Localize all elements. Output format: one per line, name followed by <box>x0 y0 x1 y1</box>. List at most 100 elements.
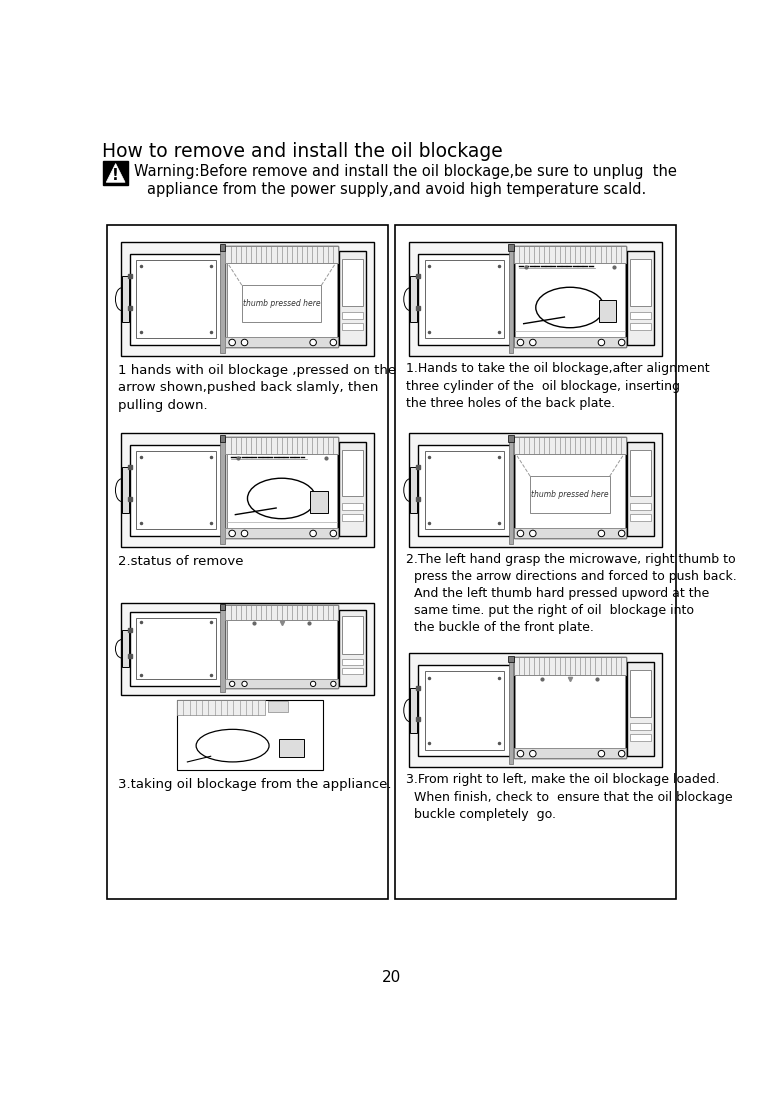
Bar <box>220 605 225 610</box>
Circle shape <box>598 530 604 536</box>
Circle shape <box>618 750 625 757</box>
Bar <box>225 437 338 455</box>
Circle shape <box>618 339 625 346</box>
Bar <box>509 245 513 353</box>
Bar <box>598 300 617 323</box>
Bar <box>310 491 328 513</box>
Bar <box>342 503 363 510</box>
Bar <box>515 455 625 528</box>
Bar <box>220 244 225 251</box>
Bar <box>410 467 417 513</box>
Bar <box>342 616 363 654</box>
Bar <box>530 476 610 513</box>
Text: !: ! <box>112 168 119 183</box>
Bar <box>225 245 338 347</box>
Text: 2.status of remove: 2.status of remove <box>118 554 244 568</box>
Circle shape <box>598 750 604 757</box>
Bar <box>121 277 129 321</box>
Bar <box>630 324 651 329</box>
Polygon shape <box>106 164 125 183</box>
Bar <box>130 612 222 685</box>
Bar <box>627 251 654 345</box>
Bar <box>280 738 304 757</box>
Circle shape <box>529 530 536 536</box>
Text: 3.taking oil blockage from the appliance.: 3.taking oil blockage from the appliance… <box>118 778 391 791</box>
Bar <box>513 748 626 758</box>
Bar <box>513 245 626 263</box>
Bar <box>225 605 338 619</box>
Text: 1 hands with oil blockage ,pressed on the
arrow shown,pushed back slamly, then
p: 1 hands with oil blockage ,pressed on th… <box>118 364 396 412</box>
Bar <box>136 451 215 530</box>
Text: 20: 20 <box>382 970 401 986</box>
Bar <box>508 655 513 663</box>
Bar <box>103 160 128 185</box>
Bar <box>509 656 513 764</box>
Bar <box>630 670 651 717</box>
Bar <box>225 605 338 688</box>
Bar <box>227 619 337 680</box>
Circle shape <box>529 339 536 346</box>
Circle shape <box>517 750 524 757</box>
Bar <box>410 277 417 321</box>
Circle shape <box>310 339 316 346</box>
Circle shape <box>241 530 248 536</box>
Circle shape <box>331 681 336 687</box>
Circle shape <box>229 681 235 687</box>
Bar <box>630 259 651 306</box>
Bar <box>630 312 651 318</box>
Bar <box>508 436 513 442</box>
Text: thumb pressed here: thumb pressed here <box>531 491 609 500</box>
Bar <box>418 665 510 756</box>
Circle shape <box>517 339 524 346</box>
Circle shape <box>310 530 316 536</box>
Bar <box>630 450 651 496</box>
Circle shape <box>517 530 524 536</box>
Bar <box>418 445 510 535</box>
Circle shape <box>529 750 536 757</box>
Text: Warning:Before remove and install the oil blockage,be sure to unplug  the: Warning:Before remove and install the oi… <box>134 164 677 179</box>
Bar <box>225 337 338 347</box>
Bar <box>339 251 366 345</box>
Bar <box>225 528 338 538</box>
Bar <box>130 253 222 345</box>
Bar <box>342 324 363 329</box>
Bar <box>342 450 363 496</box>
Circle shape <box>229 339 235 346</box>
Text: How to remove and install the oil blockage: How to remove and install the oil blocka… <box>102 142 503 161</box>
Bar <box>342 312 363 318</box>
Text: 3.From right to left, make the oil blockage loaded.
  When finish, check to  ens: 3.From right to left, make the oil block… <box>406 774 733 821</box>
Bar <box>513 437 626 538</box>
Bar <box>130 445 222 535</box>
Bar <box>136 260 215 338</box>
Text: thumb pressed here: thumb pressed here <box>243 299 320 308</box>
Circle shape <box>241 339 248 346</box>
Bar <box>220 437 225 543</box>
Bar <box>339 610 366 685</box>
Text: appliance from the power supply,and avoid high temperature scald.: appliance from the power supply,and avoi… <box>147 183 646 197</box>
Bar <box>220 245 225 353</box>
Circle shape <box>229 530 235 536</box>
Bar <box>627 442 654 535</box>
Bar <box>121 242 374 356</box>
Bar <box>513 245 626 347</box>
Bar <box>410 242 662 356</box>
Bar <box>425 451 504 530</box>
Bar <box>342 514 363 521</box>
Bar <box>225 680 338 688</box>
Bar <box>513 437 626 455</box>
Bar <box>267 701 288 712</box>
Bar <box>515 674 625 748</box>
Bar <box>509 437 513 543</box>
Bar <box>342 660 363 664</box>
Bar <box>630 503 651 510</box>
Bar <box>339 442 366 535</box>
Bar <box>410 653 662 767</box>
Bar <box>107 225 387 899</box>
Bar <box>515 263 625 337</box>
Circle shape <box>242 681 248 687</box>
Bar <box>508 244 513 251</box>
Text: 2.The left hand grasp the microwave, right thumb to
  press the arrow directions: 2.The left hand grasp the microwave, rig… <box>406 553 737 634</box>
Bar <box>396 225 676 899</box>
Bar <box>342 259 363 306</box>
Circle shape <box>618 530 625 536</box>
